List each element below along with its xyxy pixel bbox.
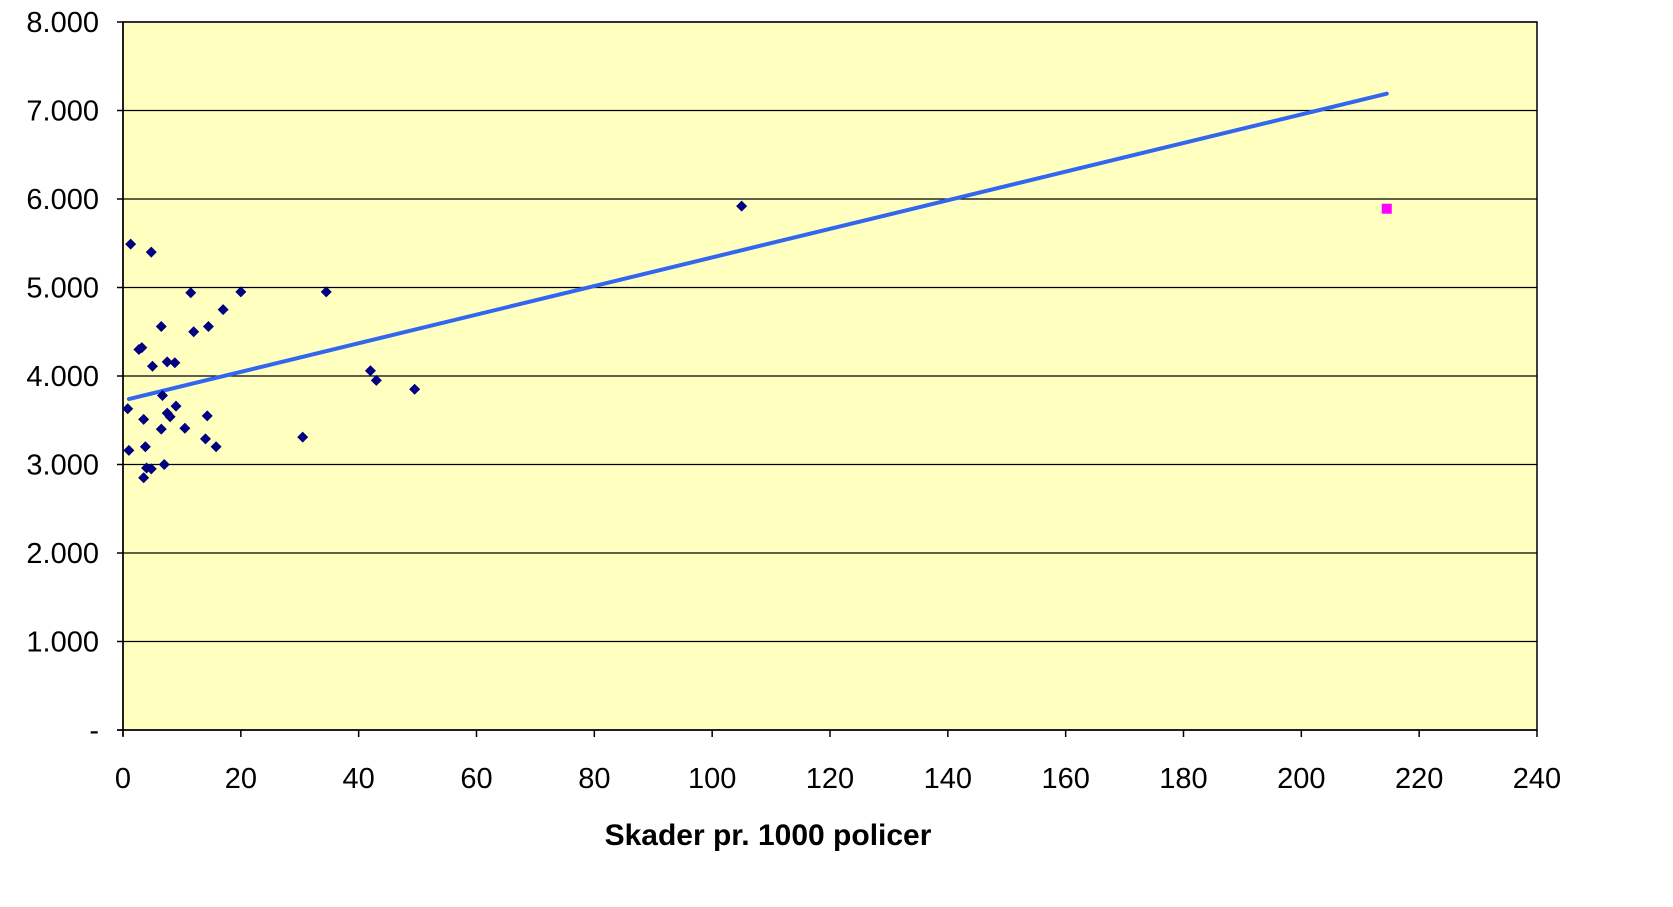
x-tick-label: 180 [1159, 763, 1207, 795]
data-point-diamond [139, 441, 151, 453]
data-point-diamond [169, 357, 181, 369]
data-point-diamond [161, 356, 173, 368]
data-point-diamond [155, 423, 167, 435]
data-point-diamond [409, 383, 421, 395]
data-point-diamond [210, 441, 222, 453]
y-tick-label: 2.000 [26, 538, 99, 570]
data-point-diamond [370, 374, 382, 386]
axes [117, 21, 1538, 737]
data-point-diamond [138, 472, 150, 484]
x-tick-label: 40 [343, 763, 375, 795]
y-tick-label: 6.000 [26, 184, 99, 216]
data-point-diamond [199, 433, 211, 445]
data-point-diamond [170, 400, 182, 412]
data-point-diamond [156, 389, 168, 401]
data-point-diamond [145, 246, 157, 258]
data-point-diamond [145, 463, 157, 475]
x-axis-tick-labels: 0 20 40 60 80 100 120 140 160 180 200 220 240 [115, 763, 1561, 795]
data-points [122, 200, 1392, 484]
data-point-diamond [155, 320, 167, 332]
y-axis-tick-labels: - 1.000 2.000 3.000 4.000 5.000 6.000 7.000 8.00… [26, 7, 99, 747]
x-tick-label: 240 [1513, 763, 1561, 795]
data-point-diamond [122, 403, 134, 415]
data-point-square [1381, 203, 1392, 214]
data-point-diamond [179, 422, 191, 434]
data-point-diamond [202, 320, 214, 332]
data-point-diamond [164, 411, 176, 423]
data-point-diamond [188, 326, 200, 338]
y-tick-label: - [89, 715, 99, 747]
x-tick-label: 120 [806, 763, 854, 795]
x-tick-label: 220 [1395, 763, 1443, 795]
data-point-diamond [158, 459, 170, 470]
trendline [126, 91, 1389, 402]
data-point-diamond [138, 413, 150, 425]
x-tick-label: 20 [225, 763, 257, 795]
data-point-diamond [297, 431, 309, 443]
data-point-diamond [146, 360, 158, 372]
data-point-diamond [201, 410, 213, 422]
data-point-diamond [136, 342, 148, 354]
trendline-group [126, 91, 1389, 402]
data-point-diamond [320, 286, 332, 298]
x-tick-label: 200 [1277, 763, 1325, 795]
x-tick-label: 100 [688, 763, 736, 795]
x-tick-label: 80 [578, 763, 610, 795]
x-tick-label: 60 [460, 763, 492, 795]
x-tick-label: 140 [924, 763, 972, 795]
x-axis-title: Skader pr. 1000 policer [605, 819, 932, 852]
gridlines [123, 21, 1537, 643]
data-point-diamond [736, 200, 748, 212]
data-point-diamond [123, 444, 135, 456]
data-point-diamond [185, 287, 197, 299]
data-point-diamond [217, 304, 229, 316]
x-tick-label: 0 [115, 763, 131, 795]
y-tick-label: 4.000 [26, 361, 99, 393]
y-tick-label: 8.000 [26, 7, 99, 39]
y-tick-label: 7.000 [26, 96, 99, 128]
y-tick-label: 5.000 [26, 273, 99, 305]
data-point-diamond [125, 238, 137, 250]
y-tick-label: 3.000 [26, 450, 99, 482]
y-tick-label: 1.000 [26, 627, 99, 659]
data-point-diamond [235, 286, 247, 298]
data-point-diamond [364, 365, 376, 377]
x-tick-label: 160 [1041, 763, 1089, 795]
